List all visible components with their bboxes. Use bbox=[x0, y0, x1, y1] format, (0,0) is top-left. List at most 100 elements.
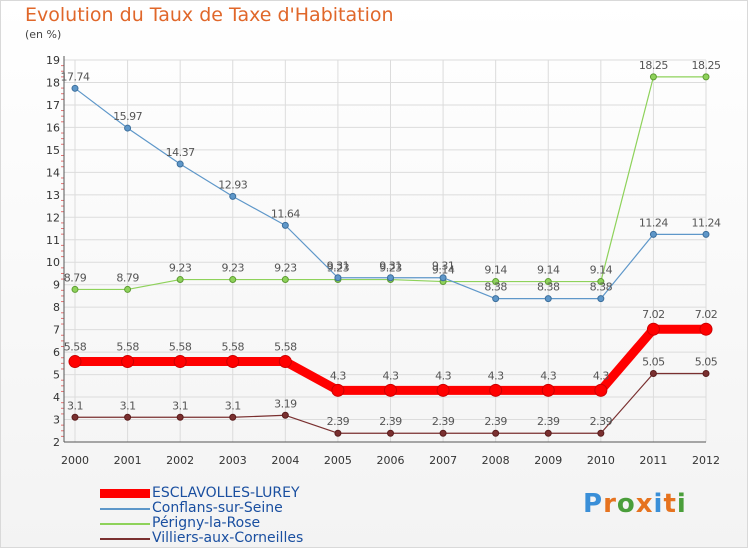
chart-unit-label: (en %) bbox=[25, 28, 62, 41]
data-label: 4.3 bbox=[330, 369, 346, 382]
data-label: 11.24 bbox=[692, 216, 721, 229]
logo-letter: o bbox=[616, 489, 636, 519]
y-tick-label: 9 bbox=[53, 279, 60, 292]
legend-label: Villiers-aux-Corneilles bbox=[152, 530, 304, 546]
data-point bbox=[649, 369, 657, 377]
x-tick-label: 2011 bbox=[639, 454, 667, 467]
x-tick-label: 2009 bbox=[534, 454, 562, 467]
x-tick-label: 2004 bbox=[271, 454, 299, 467]
y-tick-label: 6 bbox=[53, 346, 60, 359]
data-point bbox=[281, 221, 289, 229]
data-point bbox=[331, 383, 345, 397]
y-tick-label: 14 bbox=[46, 166, 60, 179]
data-point bbox=[71, 84, 79, 92]
data-label: 9.31 bbox=[379, 260, 402, 273]
data-point bbox=[436, 383, 450, 397]
legend-swatch-villiers-aux-corneilles bbox=[100, 538, 150, 540]
data-point bbox=[597, 278, 605, 286]
data-label: 5.58 bbox=[169, 341, 192, 354]
data-point bbox=[387, 429, 394, 437]
x-tick-label: 2006 bbox=[377, 454, 405, 467]
data-label: 9.23 bbox=[222, 262, 245, 275]
data-point bbox=[544, 429, 552, 437]
data-point bbox=[229, 413, 237, 421]
data-label: 17.74 bbox=[61, 70, 90, 83]
data-label: 3.1 bbox=[172, 399, 188, 412]
data-label: 9.23 bbox=[274, 262, 297, 275]
data-label: 11.24 bbox=[639, 216, 668, 229]
data-label: 5.58 bbox=[64, 341, 87, 354]
y-tick-label: 7 bbox=[53, 324, 60, 337]
data-point bbox=[594, 383, 608, 397]
data-point bbox=[649, 230, 657, 238]
data-point bbox=[124, 124, 132, 132]
data-point bbox=[384, 383, 397, 397]
legend-label: Périgny-la-Rose bbox=[152, 515, 261, 531]
data-point bbox=[439, 429, 447, 437]
data-point bbox=[229, 276, 237, 284]
data-label: 9.31 bbox=[432, 260, 455, 273]
data-label: 2.39 bbox=[537, 415, 560, 428]
chart-title: Evolution du Taux de Taxe d'Habitation bbox=[25, 4, 394, 26]
data-point bbox=[121, 355, 135, 369]
data-point bbox=[492, 278, 500, 286]
data-point bbox=[281, 411, 289, 419]
y-tick-label: 15 bbox=[46, 144, 60, 157]
data-label: 9.14 bbox=[432, 264, 455, 277]
data-point bbox=[124, 413, 132, 421]
x-tick-label: 2000 bbox=[61, 454, 89, 467]
logo-letter: i bbox=[676, 489, 687, 519]
data-point bbox=[544, 295, 552, 303]
data-label: 9.14 bbox=[484, 264, 507, 277]
data-point bbox=[597, 429, 605, 437]
legend-swatch-conflans-sur-seine bbox=[100, 508, 150, 510]
y-tick-label: 4 bbox=[53, 391, 60, 404]
data-point bbox=[334, 429, 342, 437]
logo-letter: t bbox=[663, 489, 677, 519]
y-tick-label: 17 bbox=[46, 99, 60, 112]
data-label: 8.79 bbox=[116, 271, 139, 284]
data-point bbox=[278, 355, 292, 369]
data-label: 11.64 bbox=[271, 207, 300, 220]
y-tick-label: 2 bbox=[53, 436, 60, 449]
data-label: 8.38 bbox=[484, 281, 507, 294]
legend-swatch-perigny-la-rose bbox=[100, 523, 150, 525]
logo-letter: P bbox=[583, 489, 604, 519]
y-tick-label: 19 bbox=[46, 54, 60, 67]
data-point bbox=[229, 192, 237, 200]
x-tick-label: 2012 bbox=[692, 454, 720, 467]
x-tick-label: 2008 bbox=[482, 454, 510, 467]
data-point bbox=[492, 429, 500, 437]
data-label: 9.31 bbox=[327, 260, 350, 273]
data-label: 5.58 bbox=[274, 341, 297, 354]
data-point bbox=[489, 383, 503, 397]
data-label: 2.39 bbox=[327, 415, 350, 428]
y-tick-label: 18 bbox=[46, 76, 60, 89]
data-label: 14.37 bbox=[166, 146, 195, 159]
data-point bbox=[71, 285, 79, 293]
data-label: 3.1 bbox=[225, 399, 241, 412]
y-tick-label: 13 bbox=[46, 189, 60, 202]
y-tick-label: 11 bbox=[46, 234, 60, 247]
data-label: 9.23 bbox=[327, 262, 350, 275]
x-tick-label: 2007 bbox=[429, 454, 457, 467]
data-point bbox=[173, 355, 187, 369]
data-point bbox=[541, 383, 555, 397]
data-point bbox=[702, 230, 710, 238]
logo-letter: i bbox=[653, 489, 664, 519]
data-label: 5.58 bbox=[116, 341, 139, 354]
y-tick-label: 8 bbox=[53, 301, 60, 314]
x-tick-label: 2005 bbox=[324, 454, 352, 467]
data-label: 18.25 bbox=[692, 59, 721, 72]
data-label: 8.38 bbox=[590, 281, 613, 294]
data-label: 2.39 bbox=[432, 415, 455, 428]
y-tick-label: 16 bbox=[46, 121, 60, 134]
data-point bbox=[68, 355, 82, 369]
data-point bbox=[334, 274, 342, 282]
data-label: 5.05 bbox=[642, 355, 665, 368]
data-label: 15.97 bbox=[113, 110, 142, 123]
data-label: 4.3 bbox=[540, 369, 556, 382]
data-point bbox=[439, 274, 447, 282]
